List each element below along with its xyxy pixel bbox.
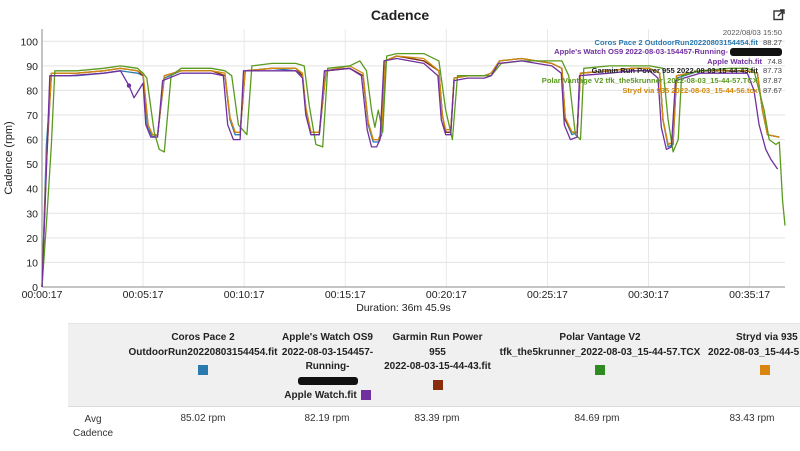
summary-header-garmin: Garmin Run Power 955 2022-08-03-15-44-43…: [375, 331, 500, 390]
x-tick-label: 00:20:17: [426, 289, 467, 301]
legend-item-stryd: Stryd via 935 2022-08-03_15-44-56.tcx 87…: [542, 86, 782, 96]
legend-label-coros: Coros Pace 2 OutdoorRun20220803154454.fi…: [594, 37, 758, 47]
legend-label-apple-line1: Apple's Watch OS9 2022-08-03-154457-Runn…: [554, 47, 728, 57]
y-tick-label: 20: [26, 233, 38, 245]
x-axis-label: Duration: 36m 45.9s: [356, 302, 451, 314]
legend-label-polar: Polar Vantage V2 tfk_the5krunner_2022-08…: [541, 75, 758, 85]
coros-name-line1: Coros Pace 2: [171, 332, 235, 343]
garmin-avg-cadence: 83.39 rpm: [414, 413, 460, 424]
stryd-avg-cadence: 83.43 rpm: [729, 413, 775, 424]
summary-table: [68, 323, 800, 451]
apple-avg-cadence: 82.19 rpm: [304, 413, 350, 424]
redaction-mark: [730, 48, 782, 57]
legend-value-polar: 87.87: [762, 75, 782, 85]
apple-name-line1: Apple's Watch OS9: [282, 332, 373, 343]
garmin-name-line1: Garmin Run Power: [392, 332, 483, 343]
stryd-name-line2: 2022-08-03_15-44-5: [708, 346, 800, 358]
apple-name-line2: 2022-08-03-154457-: [281, 346, 374, 358]
y-tick-label: 70: [26, 110, 38, 122]
series-line-4: [41, 55, 780, 288]
summary-header-polar: Polar Vantage V2 tfk_the5krunner_2022-08…: [490, 331, 710, 375]
x-tick-label: 00:30:17: [628, 289, 669, 301]
export-icon[interactable]: [773, 9, 785, 21]
apple-name-line4: Apple Watch.fit: [284, 390, 357, 401]
legend-label-stryd: Stryd via 935 2022-08-03_15-44-56.tcx: [622, 85, 758, 95]
coros-avg-cadence: 85.02 rpm: [180, 413, 226, 424]
summary-header-apple: Apple's Watch OS9 2022-08-03-154457- Run…: [265, 331, 390, 404]
y-tick-label: 100: [20, 36, 38, 48]
chart-legend: 2022/08/03 15:50 Coros Pace 2 OutdoorRun…: [542, 28, 782, 95]
legend-value-coros: 88.27: [762, 37, 782, 47]
y-tick-label: 80: [26, 85, 38, 97]
legend-value-apple: 74.8: [767, 56, 782, 66]
summary-header-coros: Coros Pace 2 OutdoorRun20220803154454.fi…: [108, 331, 298, 375]
chart-title: Cadence: [370, 7, 430, 23]
y-tick-label: 30: [26, 208, 38, 220]
legend-timestamp: 2022/08/03 15:50: [722, 28, 782, 37]
y-axis-label: Cadence (rpm): [3, 121, 15, 194]
y-tick-label: 60: [26, 135, 38, 147]
avg-cadence-row-label: Avg Cadence: [73, 414, 114, 439]
y-tick-label: 50: [26, 159, 38, 171]
legend-label-garmin: Garmin Run Power 955 2022-08-03-15-44-43…: [591, 66, 758, 76]
garmin-name-line3: 2022-08-03-15-44-43.fit: [384, 361, 491, 372]
apple-name-line3: Running-: [305, 361, 350, 372]
legend-item-garmin: Garmin Run Power 955 2022-08-03-15-44-43…: [542, 66, 782, 76]
y-tick-label: 10: [26, 257, 38, 269]
apple-name-line4-row: Apple Watch.fit: [265, 389, 390, 404]
series-line-1: [41, 57, 779, 288]
x-tick-label: 00:15:17: [325, 289, 366, 301]
legend-item-coros: Coros Pace 2 OutdoorRun20220803154454.fi…: [542, 38, 782, 48]
legend-label-apple: Apple Watch.fit: [707, 56, 763, 66]
cadence-chart[interactable]: 0 10 20 30 40 50 60 70 80 90 100 00:00:17 00:05:17 00…: [0, 0, 800, 320]
x-tick-label: 00:10:17: [224, 289, 265, 301]
summary-header-band: [68, 324, 800, 406]
stryd-color-swatch: [760, 365, 770, 375]
coros-name-line2: OutdoorRun20220803154454.fit: [128, 346, 278, 358]
y-tick-label: 40: [26, 184, 38, 196]
polar-name-line2: tfk_the5krunner_2022-08-03_15-44-57.TCX: [499, 346, 701, 358]
garmin-color-swatch: [432, 379, 443, 390]
legend-value-garmin: 87.73: [762, 66, 782, 76]
summary-divider: [68, 406, 800, 407]
series-line-3: [41, 52, 786, 288]
polar-avg-cadence: 84.69 rpm: [574, 413, 620, 424]
x-tick-label: 00:25:17: [527, 289, 568, 301]
y-tick-label: 0: [32, 282, 38, 294]
garmin-name-line2: 955: [429, 346, 446, 358]
polar-color-swatch: [595, 365, 605, 375]
x-tick-label: 00:00:17: [22, 289, 63, 301]
x-tick-label: 00:35:17: [729, 289, 770, 301]
legend-item-polar: Polar Vantage V2 tfk_the5krunner_2022-08…: [542, 76, 782, 86]
legend-item-apple: Apple Watch.fit 74.8: [542, 57, 782, 67]
summary-header-stryd: Stryd via 935 2022-08-03_15-44-5: [706, 331, 800, 375]
polar-name-line1: Polar Vantage V2: [559, 332, 641, 343]
legend-value-stryd: 87.67: [762, 85, 782, 95]
y-tick-label: 90: [26, 61, 38, 73]
hover-marker: [126, 83, 132, 88]
legend-item-apple-line1: Apple's Watch OS9 2022-08-03-154457-Runn…: [542, 47, 782, 57]
redaction-mark: [297, 376, 358, 385]
coros-color-swatch: [198, 365, 208, 375]
x-tick-label: 00:05:17: [123, 289, 164, 301]
stryd-name-line1: Stryd via 935: [736, 332, 798, 343]
apple-color-swatch: [360, 390, 371, 401]
